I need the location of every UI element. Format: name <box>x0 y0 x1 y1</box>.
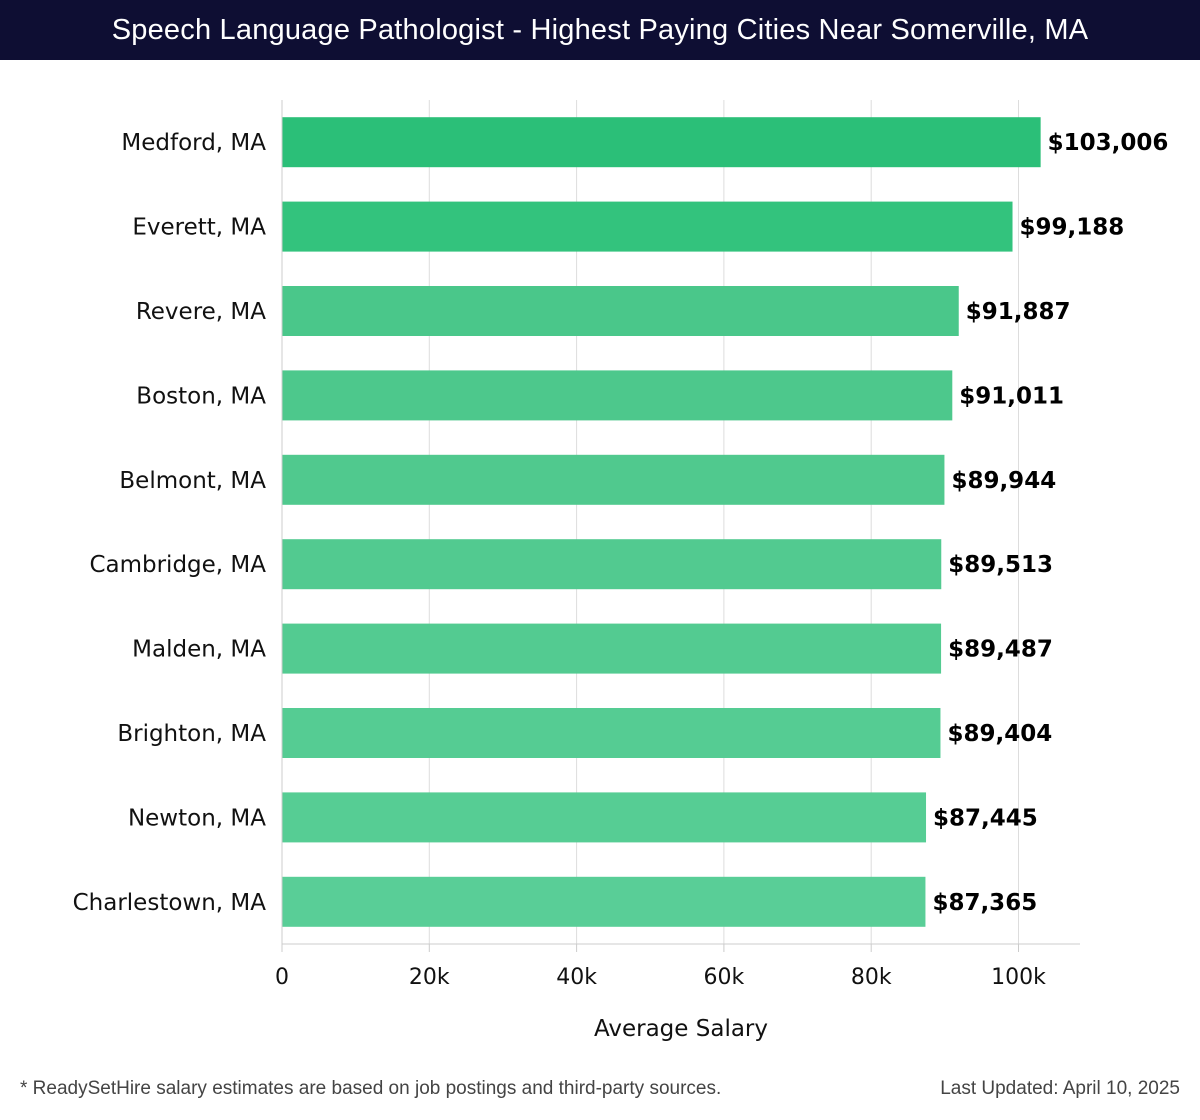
bars: Medford, MA $103,006 Everett, MA $99,188 Rev… <box>73 117 1169 927</box>
y-tick-label: Newton, MA <box>128 805 266 831</box>
footer-last-updated: Last Updated: April 10, 2025 <box>940 1078 1180 1099</box>
bar-value-label: $91,887 <box>966 299 1071 325</box>
x-tick-label: 20k <box>409 965 450 990</box>
footer-disclaimer: * ReadySetHire salary estimates are base… <box>20 1078 722 1099</box>
y-tick-label: Medford, MA <box>121 130 266 156</box>
bar[interactable] <box>282 454 945 505</box>
y-tick-label: Belmont, MA <box>119 468 266 494</box>
bar-value-label: $103,006 <box>1048 130 1169 156</box>
x-tick-label: 60k <box>704 965 745 990</box>
axes: 0 20k 40k 60k 80k 100k <box>275 100 1080 990</box>
bar-value-label: $87,445 <box>933 805 1038 831</box>
x-axis-title: Average Salary <box>594 1016 768 1042</box>
x-tick-label: 40k <box>556 965 597 990</box>
y-tick-label: Cambridge, MA <box>89 552 266 578</box>
x-tick-label: 0 <box>275 965 289 990</box>
bar[interactable] <box>282 708 941 758</box>
x-tick-label: 80k <box>851 965 892 990</box>
bar-value-label: $91,011 <box>959 383 1064 409</box>
bar[interactable] <box>282 876 926 927</box>
bar[interactable] <box>282 539 942 590</box>
bar-value-label: $89,487 <box>948 637 1053 663</box>
bar[interactable] <box>282 117 1041 168</box>
y-tick-label: Boston, MA <box>136 383 266 409</box>
bar-value-label: $99,188 <box>1020 215 1125 241</box>
bar-value-label: $87,365 <box>932 890 1037 916</box>
bar[interactable] <box>282 370 953 421</box>
x-tick-label: 100k <box>991 965 1046 990</box>
bar[interactable] <box>282 286 959 336</box>
bar[interactable] <box>282 623 942 674</box>
y-tick-label: Everett, MA <box>132 215 266 241</box>
bar-value-label: $89,944 <box>951 468 1056 494</box>
y-tick-label: Malden, MA <box>132 637 266 663</box>
bar[interactable] <box>282 201 1013 252</box>
bar-value-label: $89,513 <box>948 552 1053 578</box>
salary-bar-chart: Medford, MA $103,006 Everett, MA $99,188 Rev… <box>73 100 1169 1042</box>
y-tick-label: Brighton, MA <box>117 721 266 747</box>
y-tick-label: Revere, MA <box>136 299 266 325</box>
chart-title: Speech Language Pathologist - Highest Pa… <box>0 0 1200 60</box>
y-tick-label: Charlestown, MA <box>73 890 267 916</box>
bar-value-label: $89,404 <box>947 721 1052 747</box>
bar[interactable] <box>282 792 927 843</box>
